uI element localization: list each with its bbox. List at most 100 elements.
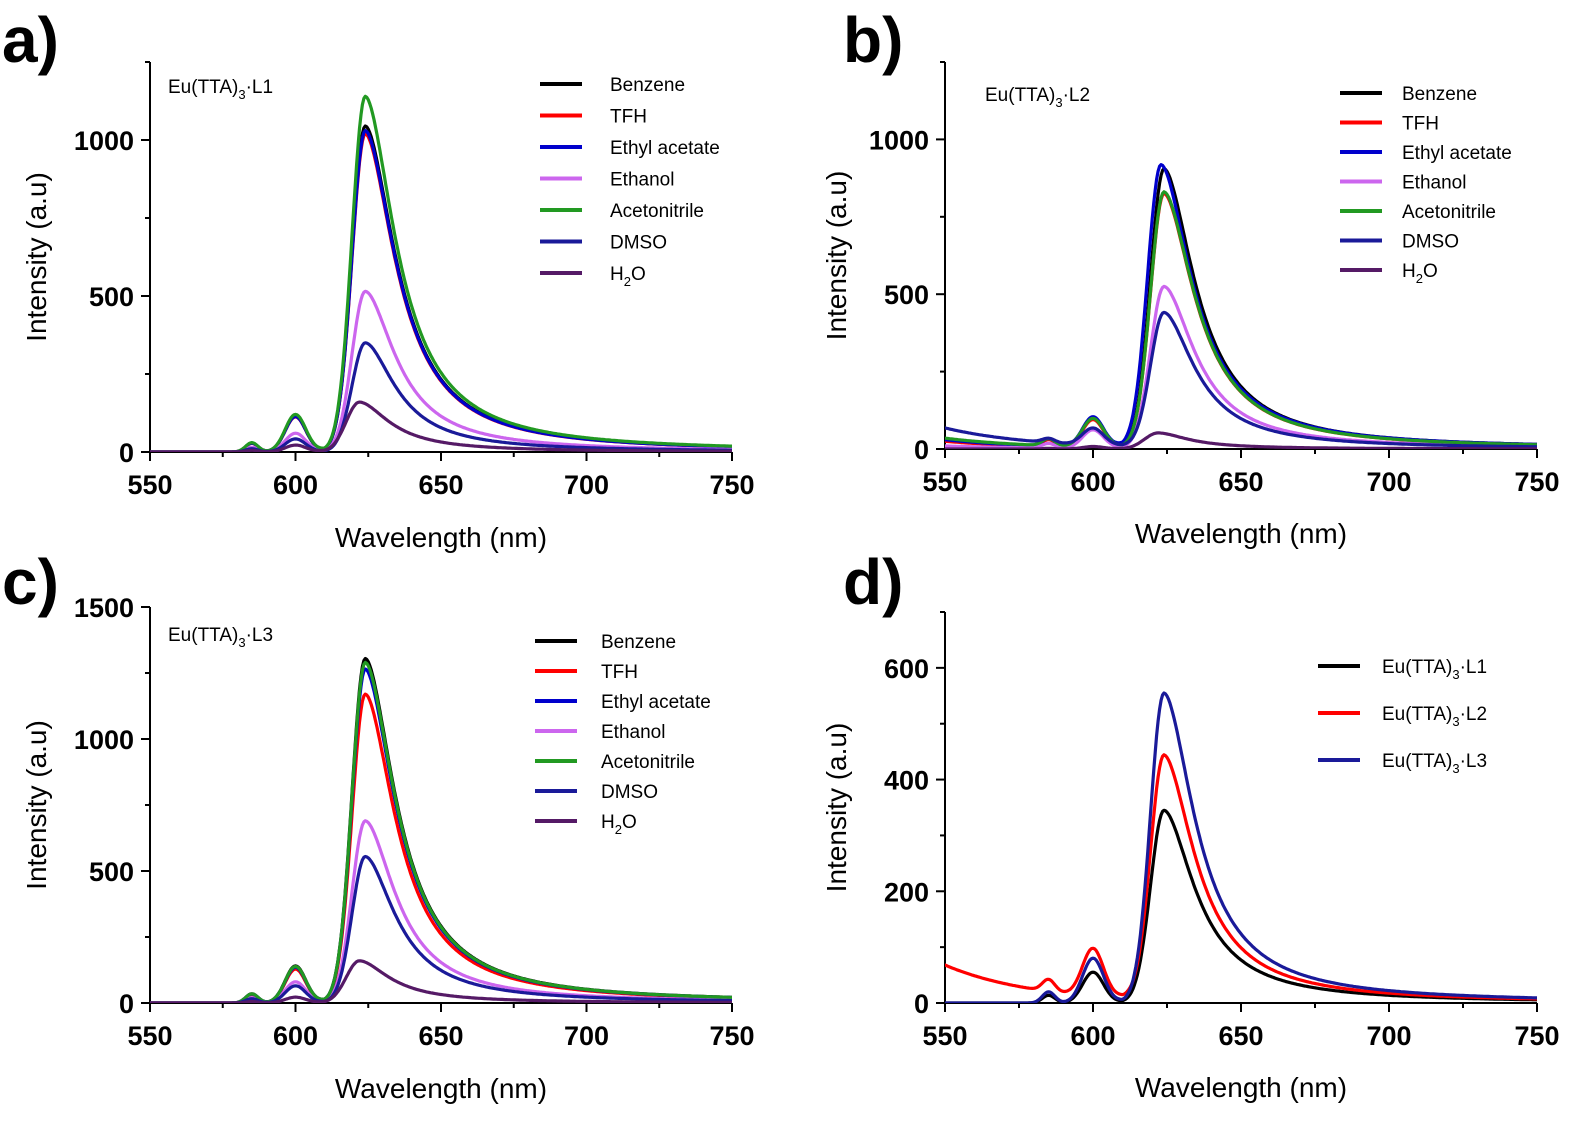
y-tick-label: 1000	[74, 725, 134, 755]
legend-entry-label: DMSO	[610, 233, 667, 254]
x-tick-label: 650	[418, 1021, 463, 1051]
inset-label-suffix: ·L1	[246, 77, 273, 98]
legend: Benzene TFH Ethyl acetate Ethanol Acetonitri…	[540, 75, 720, 289]
legend-entry-label: Benzene	[1402, 84, 1477, 105]
y-tick-label: 600	[884, 654, 929, 684]
x-tick-label: 650	[1218, 467, 1263, 497]
legend-entry-label: Eu(TTA)3·L3	[1382, 751, 1487, 776]
inset-label-prefix: Eu(TTA)	[168, 625, 238, 646]
legend-label-suffix: ·L1	[1460, 657, 1487, 678]
plot-area	[150, 656, 732, 1003]
y-axis-label: Intensity (a.u)	[821, 171, 852, 341]
y-tick-label: 1000	[74, 126, 134, 156]
y-tick-label: 0	[914, 989, 929, 1019]
inset-label-prefix: Eu(TTA)	[168, 77, 238, 98]
y-tick-label: 400	[884, 766, 929, 796]
x-tick-label: 750	[709, 470, 754, 500]
x-tick-label: 550	[922, 1021, 967, 1051]
x-axis-label: Wavelength (nm)	[335, 522, 547, 553]
inset-complex-label: Eu(TTA)3·L1	[168, 77, 273, 102]
y-axis-label: Intensity (a.u)	[21, 172, 52, 342]
y-tick-label: 200	[884, 877, 929, 907]
plot-area	[945, 163, 1537, 449]
y-tick-label: 0	[914, 435, 929, 465]
legend-entry-label: Eu(TTA)3·L2	[1382, 704, 1487, 729]
x-tick-label: 650	[1218, 1021, 1263, 1051]
y-tick-label: 500	[89, 282, 134, 312]
inset-label-subscript: 3	[238, 87, 245, 102]
x-tick-label: 550	[127, 470, 172, 500]
legend-label-subscript: 2	[1416, 271, 1423, 286]
y-tick-label: 500	[89, 857, 134, 887]
legend-label-suffix: ·L2	[1460, 704, 1487, 725]
legend-entry-label: DMSO	[1402, 232, 1459, 253]
legend-entry-label: TFH	[610, 107, 647, 128]
legend: Benzene TFH Ethyl acetate Ethanol Acetonitri…	[535, 632, 711, 837]
legend-label-main: H	[1402, 261, 1416, 282]
legend-label-suffix: ·L3	[1460, 751, 1487, 772]
x-tick-label: 750	[709, 1021, 754, 1051]
legend-label-main: H	[610, 264, 624, 285]
series-line-acetonitrile	[150, 660, 732, 1003]
y-tick-label: 0	[119, 438, 134, 468]
legend-entry-label: Benzene	[610, 75, 685, 96]
chart-panel-a: a) 550 600 650 700 750 0 500 1000 Wavelength (nm)…	[2, 4, 755, 553]
inset-label-prefix: Eu(TTA)	[985, 85, 1055, 106]
series-line-acetonitrile	[945, 190, 1537, 447]
legend-entry-label: Benzene	[601, 632, 676, 653]
y-tick-label: 500	[884, 280, 929, 310]
legend-label-subscript: 3	[1452, 667, 1459, 682]
legend-entry-label: DMSO	[601, 782, 658, 803]
y-tick-label: 1000	[869, 125, 929, 155]
y-tick-label: 1500	[74, 593, 134, 623]
legend-entry-label: H2O	[610, 264, 646, 289]
legend-entry-label: H2O	[601, 812, 637, 837]
series-line-h2o	[150, 400, 732, 452]
legend-label-suffix: O	[622, 812, 637, 833]
series-line-acetonitrile	[150, 94, 732, 452]
legend-entry-label: Acetonitrile	[1402, 202, 1496, 223]
series-line-h2o	[945, 431, 1537, 449]
y-tick-label: 0	[119, 989, 134, 1019]
legend-entry-label: Ethanol	[601, 722, 665, 743]
x-tick-label: 600	[1070, 467, 1115, 497]
series-line-eu-tta-3-l1	[945, 808, 1537, 1003]
panel-letter: d)	[843, 546, 903, 618]
x-tick-label: 700	[564, 1021, 609, 1051]
series-line-eu-tta-3-l2	[945, 753, 1537, 1001]
x-tick-label: 700	[564, 470, 609, 500]
legend-entry-label: Acetonitrile	[601, 752, 695, 773]
x-tick-label: 600	[273, 470, 318, 500]
legend-entry-label: TFH	[1402, 114, 1439, 135]
inset-complex-label: Eu(TTA)3·L2	[985, 85, 1090, 110]
legend-label-main: H	[601, 812, 615, 833]
inset-label-suffix: ·L3	[246, 625, 273, 646]
x-axis-label: Wavelength (nm)	[1135, 518, 1347, 549]
legend-label-main: Eu(TTA)	[1382, 704, 1452, 725]
x-tick-label: 600	[273, 1021, 318, 1051]
legend-entry-label: Eu(TTA)3·L1	[1382, 657, 1487, 682]
chart-panel-b: b) 550 600 650 700 750 0 500 1000 Wavelength (nm)…	[821, 4, 1560, 549]
x-tick-label: 550	[127, 1021, 172, 1051]
legend-label-main: Eu(TTA)	[1382, 657, 1452, 678]
legend-entry-label: Ethyl acetate	[1402, 143, 1512, 164]
legend-label-subscript: 3	[1452, 714, 1459, 729]
inset-label-suffix: ·L2	[1063, 85, 1090, 106]
inset-label-subscript: 3	[1055, 95, 1062, 110]
series-line-h2o	[150, 959, 732, 1003]
x-tick-label: 550	[922, 467, 967, 497]
inset-label-subscript: 3	[238, 635, 245, 650]
series-line-dmso	[945, 310, 1537, 449]
legend-entry-label: Ethanol	[1402, 173, 1466, 194]
legend-label-suffix: O	[631, 264, 646, 285]
inset-complex-label: Eu(TTA)3·L3	[168, 625, 273, 650]
legend-label-main: Eu(TTA)	[1382, 751, 1452, 772]
x-axis-label: Wavelength (nm)	[1135, 1072, 1347, 1103]
series-line-ethanol	[945, 284, 1537, 449]
plot-area	[150, 94, 732, 452]
series-line-ethanol	[150, 819, 732, 1003]
x-tick-label: 650	[418, 470, 463, 500]
x-tick-label: 700	[1366, 1021, 1411, 1051]
